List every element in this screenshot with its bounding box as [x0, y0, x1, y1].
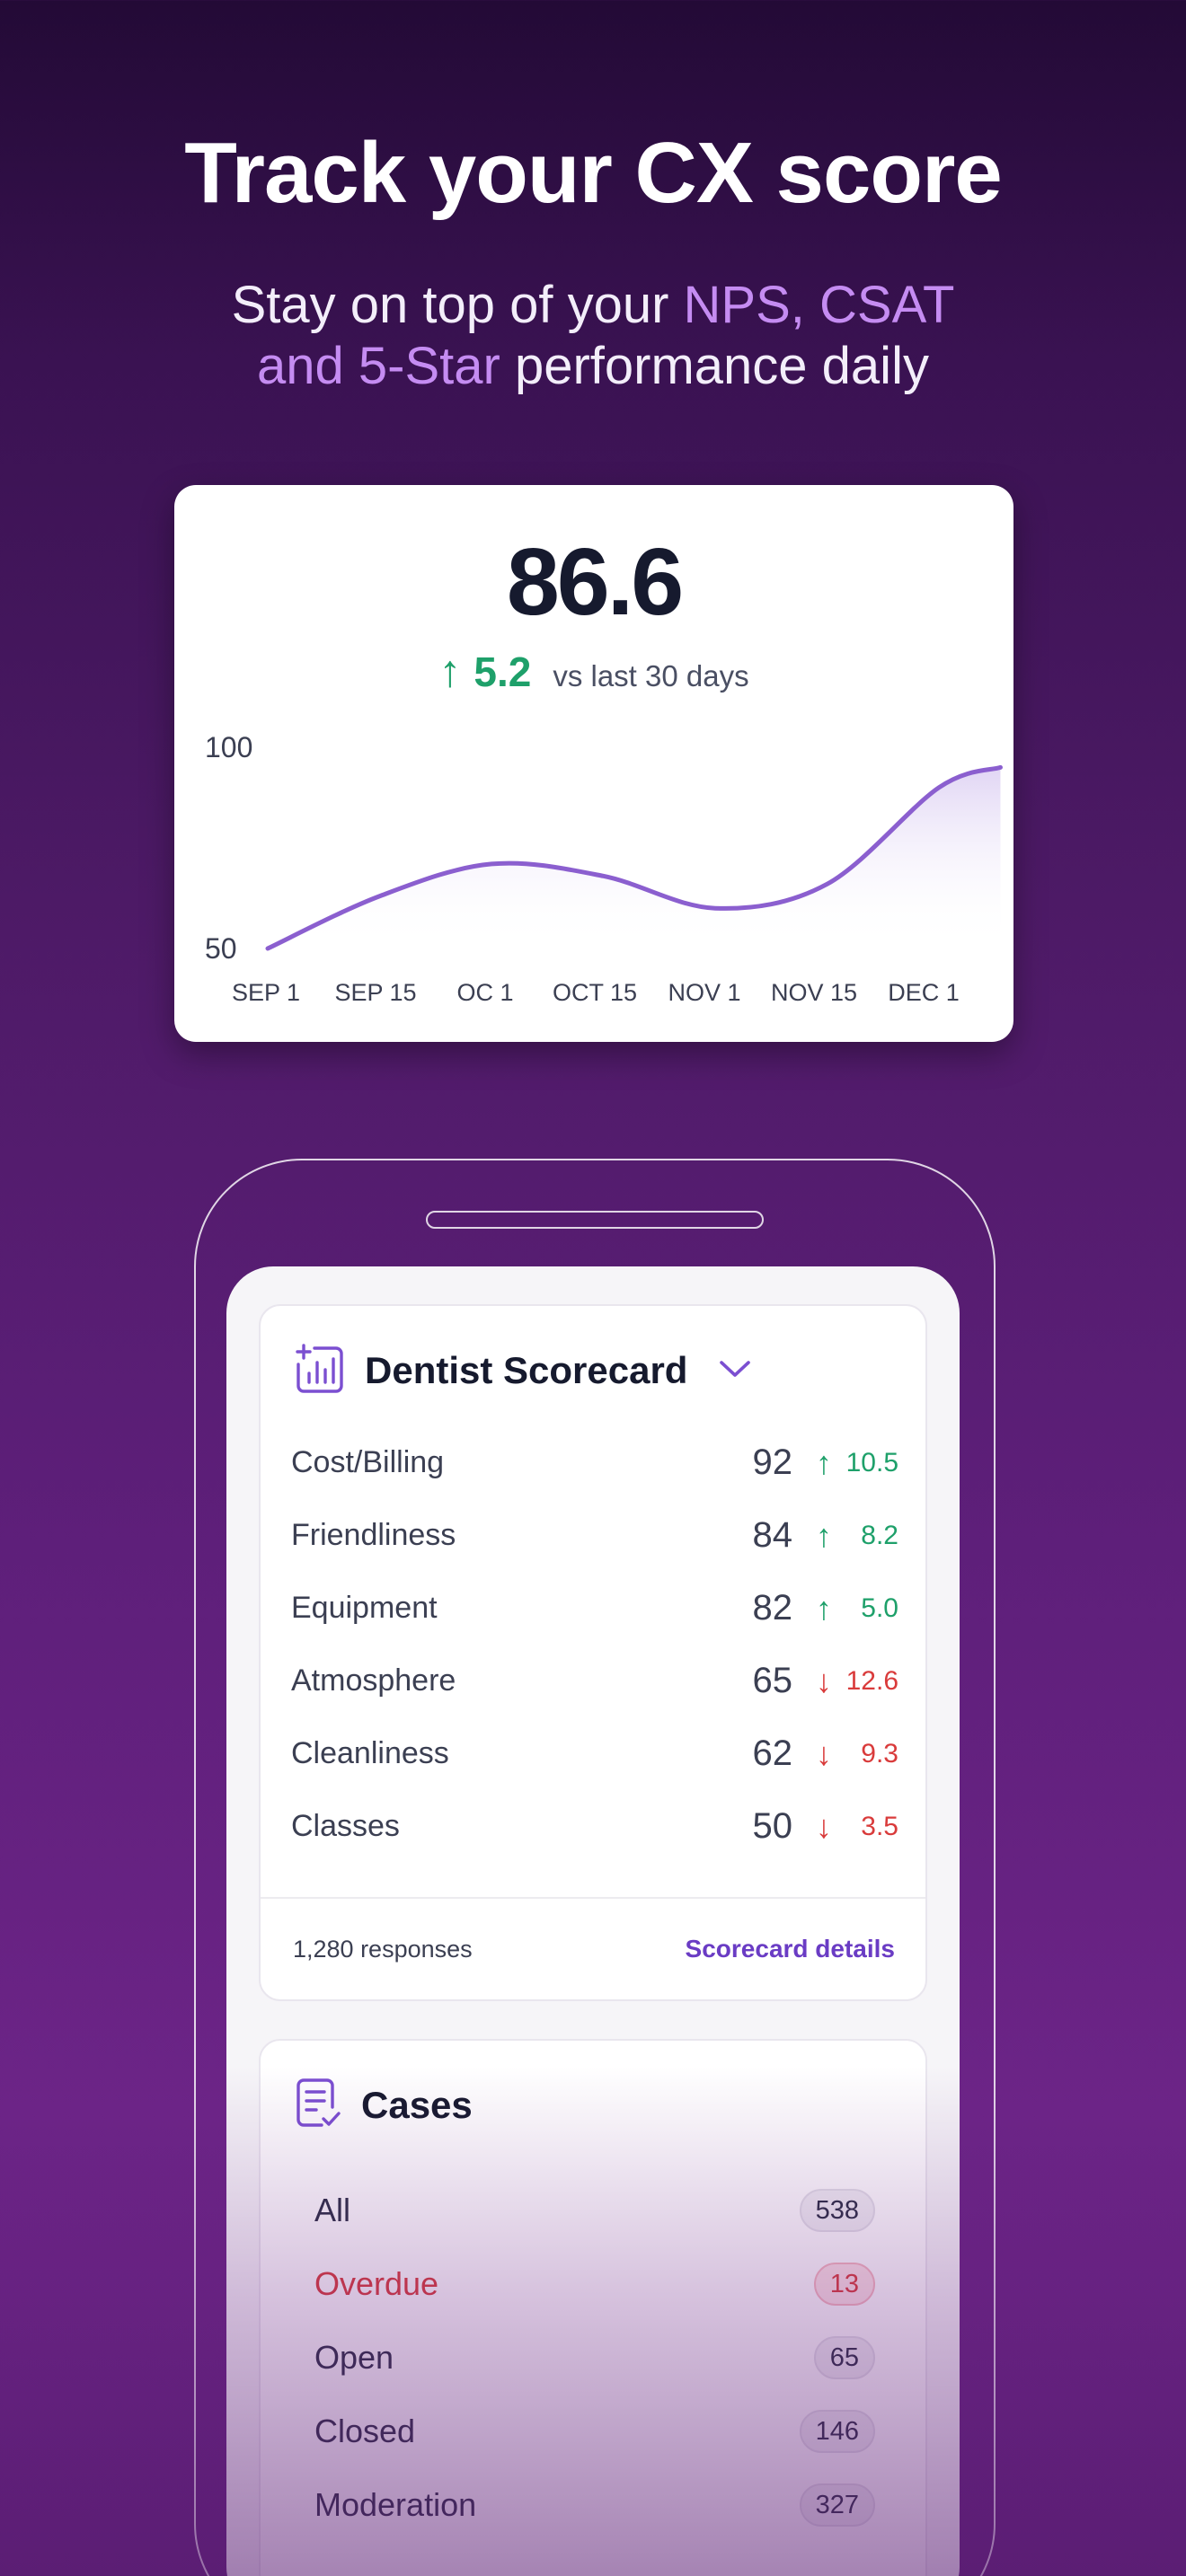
case-label: All — [314, 2192, 351, 2228]
x-tick-label: SEP 15 — [334, 979, 416, 1006]
score-trend-card: 86.6 ↑ 5.2 vs last 30 days 100 50 SEP 1 SEP… — [174, 485, 1013, 1042]
metric-label: Cost/Billing — [291, 1445, 445, 1479]
metric-score: 62 — [752, 1734, 793, 1773]
arrow-down-icon: ↓ — [816, 1662, 832, 1699]
metric-score: 65 — [752, 1661, 793, 1700]
case-label: Moderation — [314, 2486, 477, 2523]
cx-score-value: 86.6 — [506, 529, 684, 635]
metric-label: Friendliness — [291, 1518, 456, 1552]
scorecard-metrics: Cost/Billing 92 ↑ 10.5 Friendliness 84 ↑ 8.2 Equ… — [291, 1426, 898, 1863]
phone-speaker — [426, 1211, 764, 1229]
hero-subtitle: Stay on top of your NPS, CSAT and 5-Star … — [0, 275, 1186, 397]
metric-row[interactable]: Friendliness 84 ↑ 8.2 — [291, 1499, 898, 1572]
delta-comparison: vs last 30 days — [553, 659, 749, 693]
case-count-badge: 146 — [799, 2410, 875, 2453]
subtitle-text-2: performance daily — [500, 337, 929, 395]
cases-list: All 538 Overdue 13 Open 65 Closed 146 Moderation… — [314, 2174, 875, 2542]
metric-change: 5.0 — [861, 1592, 898, 1623]
metric-change: 8.2 — [861, 1520, 898, 1550]
metric-score: 82 — [752, 1588, 793, 1628]
chevron-down-icon[interactable] — [718, 1358, 752, 1384]
metric-score: 50 — [752, 1806, 793, 1846]
bar-chart-icon — [295, 1343, 345, 1399]
metric-values: 82 ↑ 5.0 — [753, 1588, 899, 1628]
arrow-up-icon: ↑ — [816, 1589, 832, 1627]
x-tick-label: NOV 1 — [668, 979, 740, 1006]
metric-change: 9.3 — [861, 1738, 898, 1769]
metric-values: 62 ↓ 9.3 — [753, 1734, 899, 1774]
case-row[interactable]: Moderation 327 — [314, 2468, 875, 2542]
metric-label: Cleanliness — [291, 1736, 449, 1770]
score-delta: ↑ 5.2 vs last 30 days — [174, 645, 1013, 697]
case-row[interactable]: All 538 — [314, 2174, 875, 2247]
metric-row[interactable]: Cleanliness 62 ↓ 9.3 — [291, 1717, 898, 1790]
delta-value: 5.2 — [474, 648, 532, 695]
metric-row[interactable]: Atmosphere 65 ↓ 12.6 — [291, 1645, 898, 1717]
arrow-up-icon: ↑ — [438, 646, 462, 696]
metric-row[interactable]: Classes 50 ↓ 3.5 — [291, 1790, 898, 1863]
case-label: Overdue — [314, 2265, 439, 2302]
cases-title: Cases — [361, 2084, 473, 2126]
x-tick-label: OCT 15 — [553, 979, 637, 1006]
scorecard-panel: Dentist Scorecard Cost/Billing 92 ↑ 10.5 Fri… — [259, 1304, 927, 2001]
case-count-badge: 327 — [799, 2483, 875, 2527]
scorecard-title: Dentist Scorecard — [365, 1349, 688, 1391]
hero-title: Track your CX score — [184, 125, 1002, 221]
metric-score: 84 — [752, 1515, 793, 1555]
case-count-badge: 538 — [799, 2189, 875, 2232]
scorecard-details-link[interactable]: Scorecard details — [685, 1935, 895, 1963]
case-count-badge: 13 — [813, 2263, 875, 2306]
arrow-down-icon: ↓ — [816, 1734, 832, 1772]
metric-row[interactable]: Equipment 82 ↑ 5.0 — [291, 1572, 898, 1645]
metric-values: 50 ↓ 3.5 — [753, 1806, 899, 1847]
scorecard-footer: 1,280 responses Scorecard details — [293, 1935, 895, 1963]
metric-score: 92 — [752, 1442, 793, 1482]
score-trend-chart: 100 50 SEP 1 SEP 15 OC 1 OCT 15 NOV 1 NOV 15 DEC… — [205, 731, 1003, 1006]
case-label: Closed — [314, 2413, 416, 2449]
case-count-badge: 65 — [813, 2336, 875, 2379]
case-label: Open — [314, 2339, 394, 2376]
metric-change: 3.5 — [861, 1811, 898, 1841]
metric-values: 84 ↑ 8.2 — [753, 1515, 899, 1556]
subtitle-highlight-1: NPS, CSAT — [683, 276, 955, 334]
metric-change: 12.6 — [845, 1665, 898, 1696]
arrow-down-icon: ↓ — [816, 1807, 832, 1845]
subtitle-text-1: Stay on top of your — [231, 276, 684, 334]
responses-count: 1,280 responses — [293, 1935, 473, 1963]
x-tick-label: DEC 1 — [888, 979, 960, 1006]
scorecard-header[interactable]: Dentist Scorecard — [295, 1342, 752, 1399]
y-tick-label: 50 — [205, 932, 237, 965]
metric-label: Classes — [291, 1809, 400, 1843]
cases-panel: Cases All 538 Overdue 13 Open 65 Closed 146 Mode… — [259, 2039, 927, 2576]
case-row[interactable]: Open 65 — [314, 2321, 875, 2395]
metric-change: 10.5 — [845, 1447, 898, 1478]
divider — [261, 1897, 925, 1899]
trend-line — [265, 764, 1003, 951]
metric-values: 92 ↑ 10.5 — [753, 1442, 899, 1483]
x-tick-label: OC 1 — [456, 979, 513, 1006]
metric-values: 65 ↓ 12.6 — [753, 1661, 899, 1701]
metric-row[interactable]: Cost/Billing 92 ↑ 10.5 — [291, 1426, 898, 1499]
x-tick-label: NOV 15 — [771, 979, 857, 1006]
y-tick-label: 100 — [205, 731, 252, 763]
arrow-up-icon: ↑ — [816, 1443, 832, 1481]
subtitle-highlight-2: and 5-Star — [257, 337, 500, 395]
metric-label: Atmosphere — [291, 1663, 456, 1698]
cases-header: Cases — [295, 2077, 473, 2134]
x-tick-label: SEP 1 — [232, 979, 300, 1006]
case-row[interactable]: Overdue 13 — [314, 2247, 875, 2321]
trend-area-fill — [268, 767, 1001, 948]
case-row[interactable]: Closed 146 — [314, 2395, 875, 2468]
document-check-icon — [295, 2077, 341, 2135]
phone-frame — [194, 1159, 996, 2576]
arrow-up-icon: ↑ — [816, 1516, 832, 1554]
metric-label: Equipment — [291, 1591, 438, 1625]
